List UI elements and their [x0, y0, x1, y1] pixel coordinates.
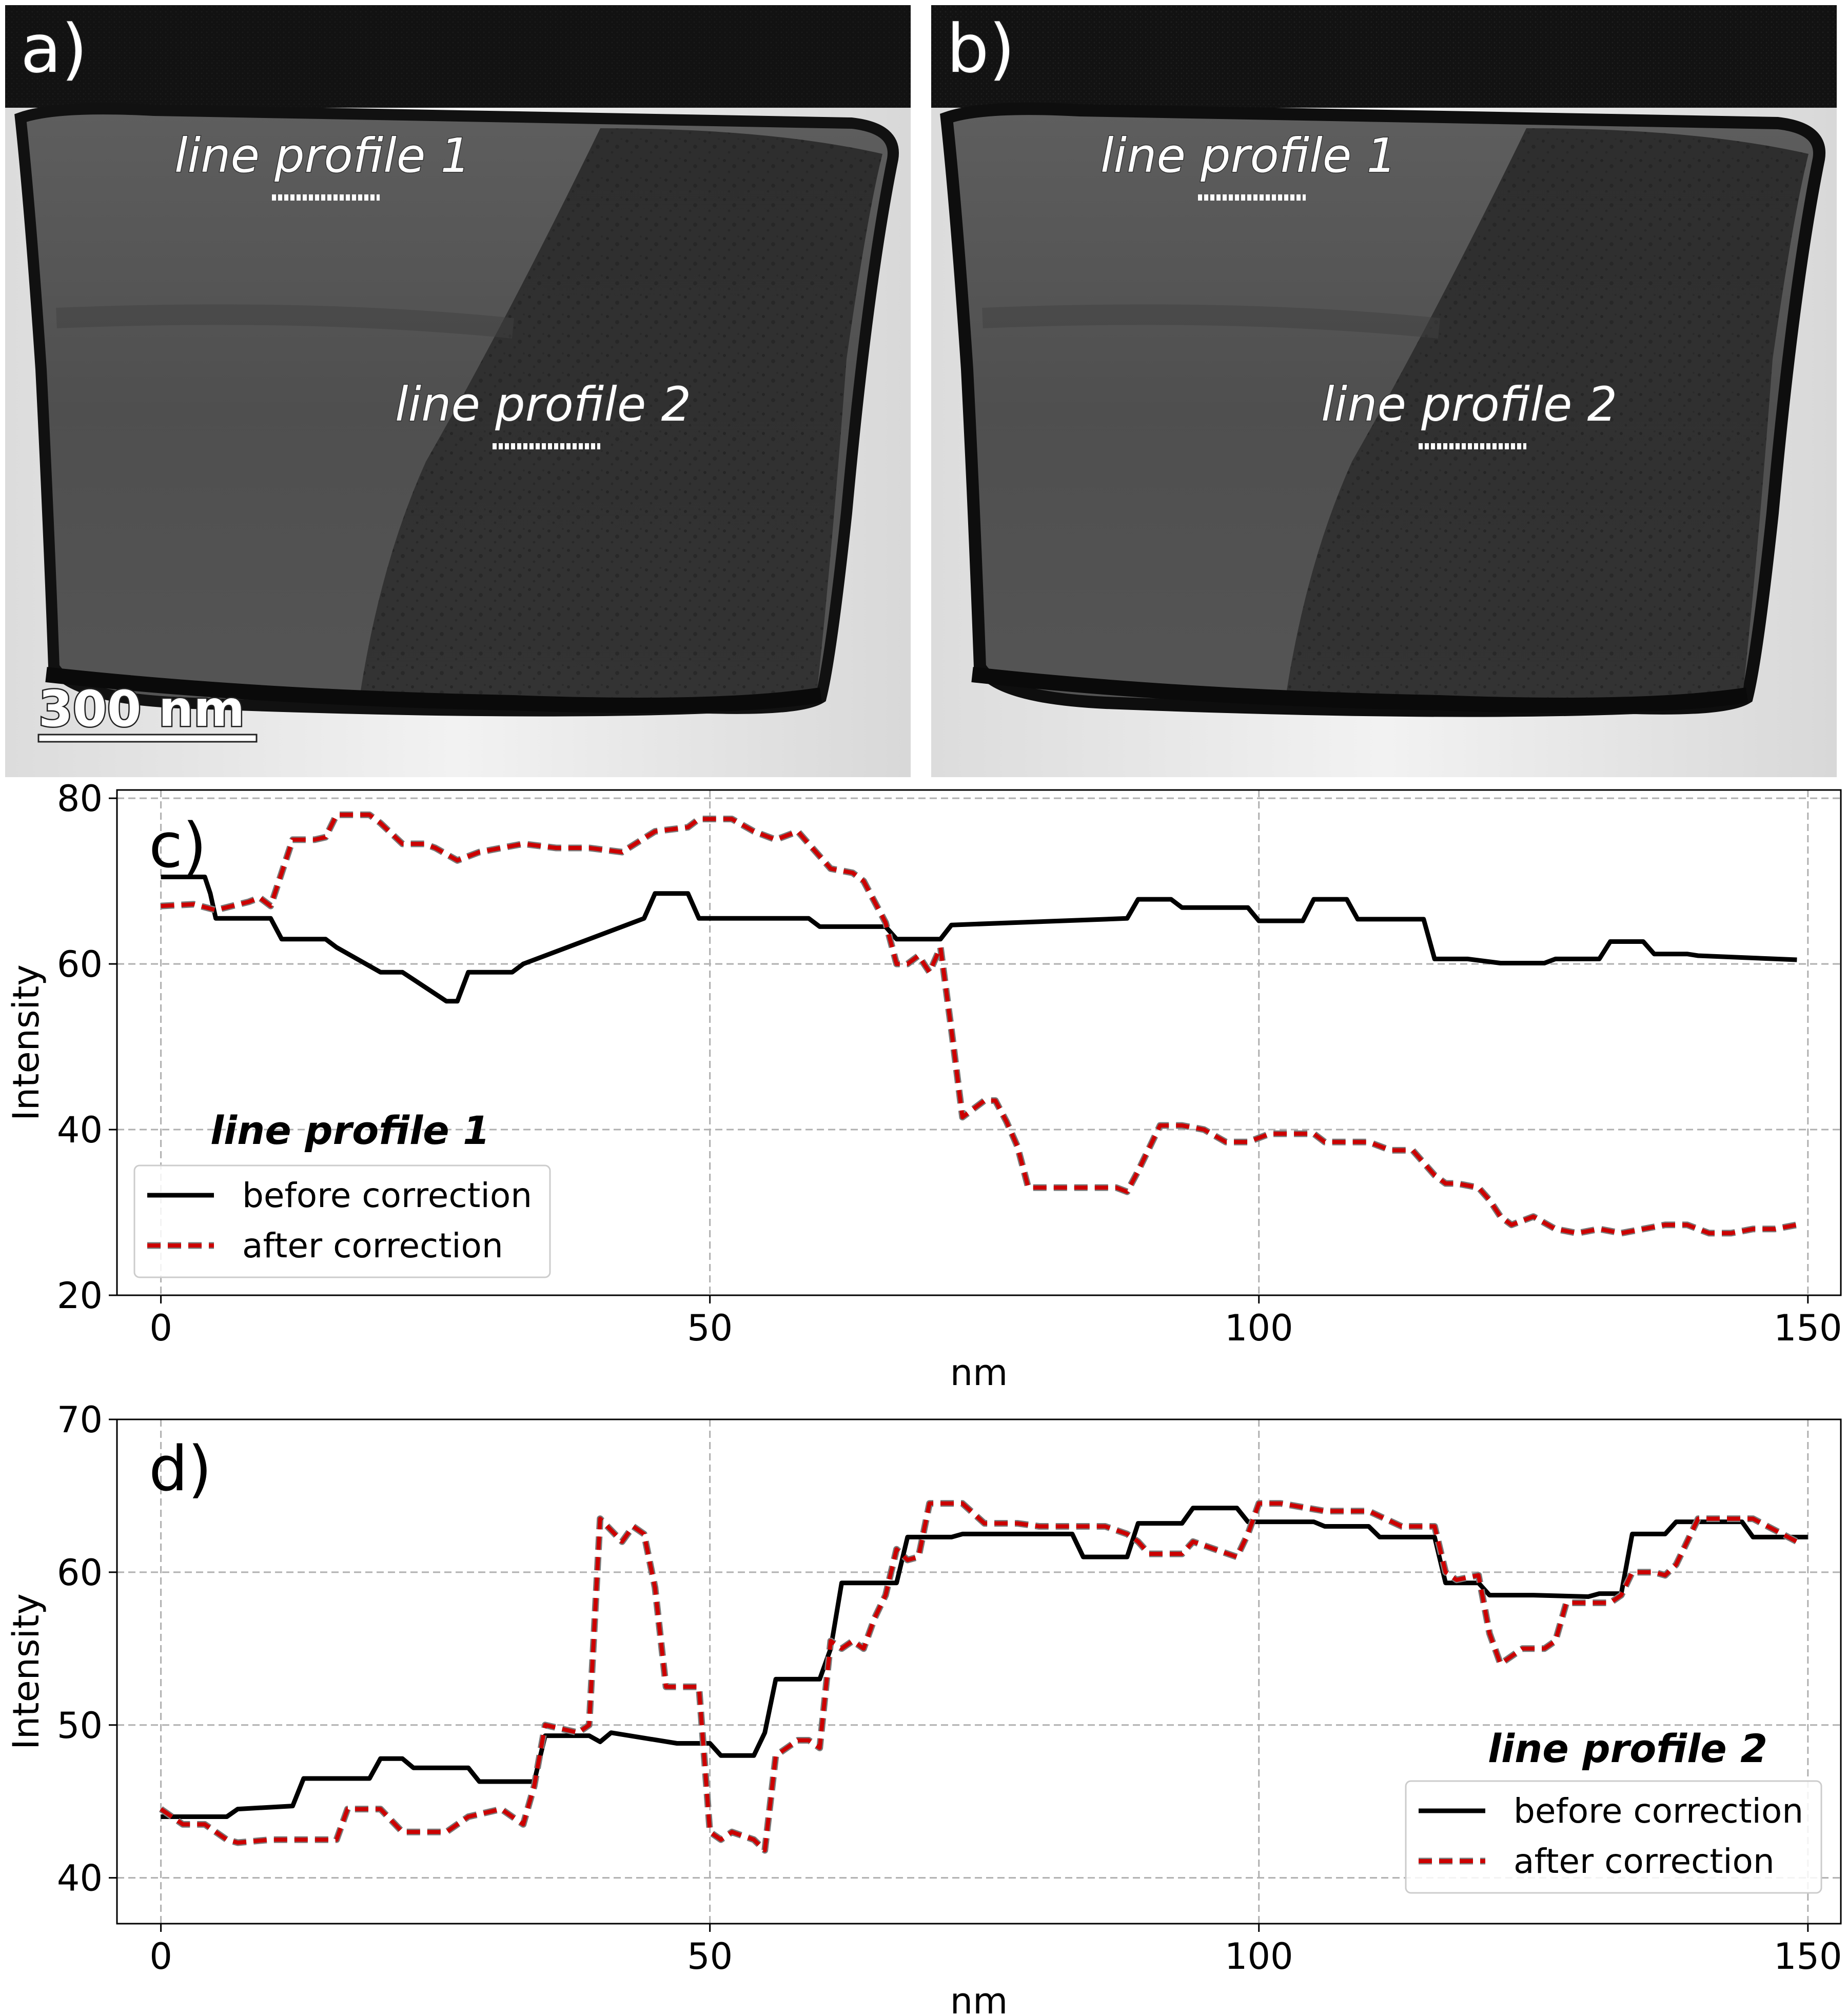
chart-c-frame — [116, 789, 1842, 1296]
before-correction-line — [161, 875, 1797, 1004]
x-tick-label: 50 — [687, 1935, 733, 1978]
y-tick-label: 70 — [57, 1399, 103, 1441]
legend-label: before correction — [1514, 1791, 1803, 1831]
x-tick-label: 0 — [149, 1935, 172, 1978]
chart-c-legend: before correction after correction — [133, 1164, 551, 1278]
x-tick-label: 0 — [149, 1307, 172, 1349]
chart-d-series — [159, 1500, 1808, 1854]
x-tick-label: 150 — [1774, 1307, 1842, 1349]
profile-label-1-a: line profile 1 — [174, 128, 470, 183]
y-tick-label: 40 — [57, 1109, 103, 1151]
chart-d-ylabel: Intensity — [5, 1593, 47, 1750]
legend-box — [133, 1164, 551, 1278]
chart-c-series — [161, 811, 1798, 1237]
scale-bar-label: 300 nm — [38, 680, 245, 738]
chart-d-panel-label: d) — [149, 1434, 212, 1505]
after-correction-line — [161, 813, 1798, 1235]
x-tick-label: 100 — [1225, 1307, 1293, 1349]
x-tick-label: 100 — [1225, 1935, 1293, 1978]
panel-label-a: a) — [21, 10, 87, 88]
chart-d-ticks: 0 50 100 150 40 50 60 70 — [57, 1399, 1842, 1978]
y-tick-label: 20 — [57, 1275, 103, 1317]
scale-bar — [37, 734, 258, 743]
chart-d-annotation: line profile 2 — [1488, 1726, 1767, 1771]
legend-label: before correction — [242, 1176, 532, 1215]
x-tick-label: 50 — [687, 1307, 733, 1349]
after-correction-line — [160, 1501, 1798, 1852]
tem-image-b: b) line profile 1 line profile 2 — [931, 5, 1837, 777]
panel-label-b: b) — [947, 10, 1015, 88]
legend-label: after correction — [1514, 1842, 1775, 1881]
chart-c-annotation: line profile 1 — [210, 1108, 490, 1153]
legend-box — [1405, 1780, 1822, 1894]
line-profile-2-chart: 0 50 100 150 40 50 60 70 nm Intensity d) line p… — [5, 1399, 1842, 2016]
profile-label-2-b: line profile 2 — [1321, 377, 1617, 432]
chart-c-ylabel: Intensity — [5, 964, 47, 1121]
chart-c-panel-label: c) — [149, 811, 207, 882]
before-correction-line — [161, 1506, 1808, 1819]
chart-c-xlabel: nm — [950, 1352, 1008, 1394]
x-tick-label: 150 — [1774, 1935, 1842, 1978]
legend-label: after correction — [242, 1226, 503, 1266]
chart-d-frame — [116, 1418, 1842, 1925]
chart-d-legend: before correction after correction — [1405, 1780, 1822, 1894]
chart-d-xlabel: nm — [950, 1980, 1008, 2016]
y-tick-label: 80 — [57, 778, 103, 820]
y-tick-label: 60 — [57, 943, 103, 985]
y-tick-label: 40 — [57, 1857, 103, 1900]
line-profile-1-chart: 0 50 100 150 20 40 60 80 nm Intensity c) line p… — [5, 778, 1842, 1394]
profile-label-1-b: line profile 1 — [1101, 128, 1397, 183]
tem-image-a: a) line profile 1 line profile 2 300 nm — [5, 5, 911, 777]
chart-c-ticks: 0 50 100 150 20 40 60 80 — [57, 778, 1842, 1349]
profile-label-2-a: line profile 2 — [395, 377, 691, 432]
y-tick-label: 60 — [57, 1552, 103, 1594]
y-tick-label: 50 — [57, 1705, 103, 1747]
